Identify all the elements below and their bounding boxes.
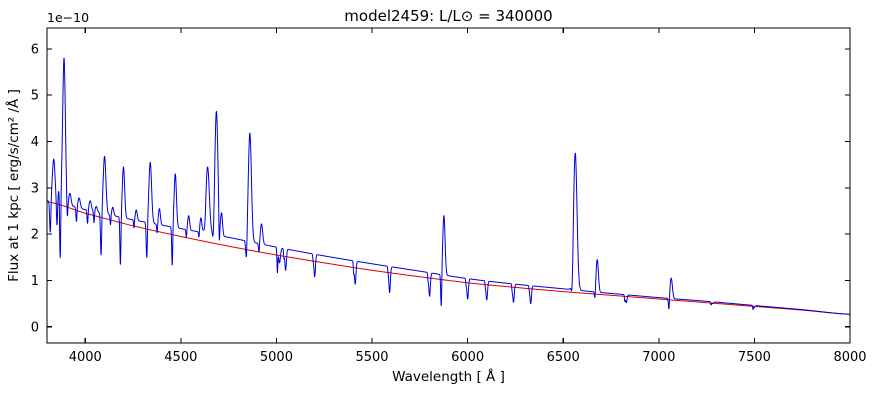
figure-title: model2459: L/L⊙ = 340000 — [344, 7, 552, 25]
y-axis-offset-text: 1e−10 — [47, 10, 89, 25]
x-tick-label-6500: 6500 — [547, 350, 580, 365]
x-tick-label-6000: 6000 — [451, 350, 484, 365]
clip-left — [0, 0, 47, 400]
y-tick-label-2: 2 — [31, 228, 39, 243]
x-tick-label-8000: 8000 — [833, 350, 866, 365]
y-axis-label: Flux at 1 kpc [ erg/s/cm² /Å ] — [5, 89, 22, 282]
continuum-curve — [46, 201, 851, 315]
x-tick-label-4000: 4000 — [69, 350, 102, 365]
clip-bottom — [0, 344, 880, 400]
x-axis-label: Wavelength [ Å ] — [392, 368, 505, 385]
y-tick-label-6: 6 — [31, 42, 39, 57]
y-tick-label-5: 5 — [31, 89, 39, 104]
clip-right — [851, 0, 880, 400]
y-tick-label-4: 4 — [31, 135, 39, 150]
spectrum-curve — [46, 57, 851, 315]
axes-frame — [46, 27, 851, 344]
x-tick-label-5000: 5000 — [260, 350, 293, 365]
x-tick-label-5500: 5500 — [355, 350, 388, 365]
clip-top — [0, 0, 880, 28]
x-tick-label-7000: 7000 — [642, 350, 675, 365]
plot-background — [47, 28, 850, 343]
x-tick-label-7500: 7500 — [738, 350, 771, 365]
y-tick-label-3: 3 — [31, 181, 39, 196]
y-tick-label-1: 1 — [31, 274, 39, 289]
x-tick-label-4500: 4500 — [164, 350, 197, 365]
y-tick-label-0: 0 — [31, 320, 39, 335]
